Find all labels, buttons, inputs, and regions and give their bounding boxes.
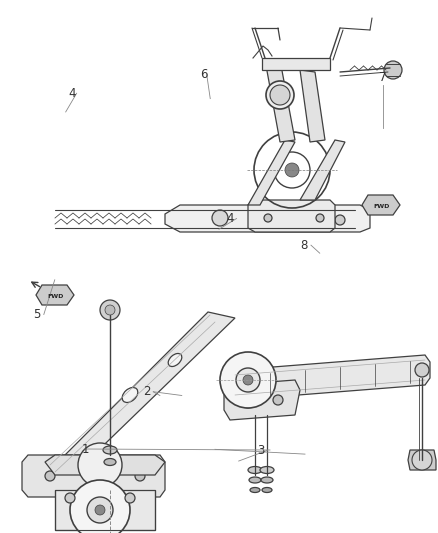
Polygon shape	[248, 200, 335, 232]
Circle shape	[212, 210, 228, 226]
Polygon shape	[224, 380, 300, 420]
Polygon shape	[248, 140, 295, 205]
Circle shape	[264, 214, 272, 222]
Text: 1: 1	[81, 443, 89, 456]
Circle shape	[45, 471, 55, 481]
Circle shape	[220, 352, 276, 408]
Ellipse shape	[168, 353, 182, 367]
Ellipse shape	[104, 458, 116, 465]
Circle shape	[78, 443, 122, 487]
Circle shape	[273, 395, 283, 405]
Circle shape	[243, 398, 253, 408]
Polygon shape	[362, 195, 400, 215]
Polygon shape	[22, 455, 165, 497]
Circle shape	[384, 61, 402, 79]
Polygon shape	[165, 205, 370, 232]
Circle shape	[95, 505, 105, 515]
Circle shape	[278, 93, 282, 97]
Polygon shape	[408, 450, 436, 470]
Ellipse shape	[103, 446, 117, 454]
Polygon shape	[228, 355, 430, 400]
Polygon shape	[265, 60, 295, 142]
Polygon shape	[55, 490, 155, 530]
Circle shape	[316, 214, 324, 222]
Text: 2: 2	[143, 385, 151, 398]
Ellipse shape	[122, 387, 138, 402]
Circle shape	[335, 215, 345, 225]
Polygon shape	[36, 285, 74, 305]
Circle shape	[285, 163, 299, 177]
Ellipse shape	[248, 466, 262, 473]
Circle shape	[87, 497, 113, 523]
Circle shape	[415, 363, 429, 377]
Text: 8: 8	[301, 239, 308, 252]
Ellipse shape	[250, 488, 260, 492]
Circle shape	[302, 210, 318, 226]
Circle shape	[266, 81, 294, 109]
Circle shape	[236, 368, 260, 392]
Text: 3: 3	[257, 444, 264, 457]
Circle shape	[65, 493, 75, 503]
Text: FWD: FWD	[48, 294, 64, 298]
Text: FWD: FWD	[374, 204, 390, 208]
Circle shape	[105, 305, 115, 315]
Circle shape	[412, 450, 432, 470]
Polygon shape	[45, 455, 165, 475]
Ellipse shape	[249, 477, 261, 483]
Circle shape	[243, 375, 253, 385]
Text: 4: 4	[226, 212, 234, 225]
Ellipse shape	[261, 477, 273, 483]
Polygon shape	[262, 58, 330, 70]
Circle shape	[87, 462, 103, 478]
Polygon shape	[50, 312, 235, 470]
Circle shape	[135, 471, 145, 481]
Circle shape	[125, 493, 135, 503]
Ellipse shape	[262, 488, 272, 492]
Text: 7: 7	[379, 71, 387, 84]
Polygon shape	[300, 140, 345, 200]
Ellipse shape	[260, 466, 274, 473]
Text: 5: 5	[34, 308, 41, 321]
Polygon shape	[300, 70, 325, 142]
Text: 4: 4	[68, 87, 76, 100]
Circle shape	[270, 85, 290, 105]
Circle shape	[100, 300, 120, 320]
Text: 6: 6	[200, 68, 208, 81]
Circle shape	[70, 480, 130, 533]
